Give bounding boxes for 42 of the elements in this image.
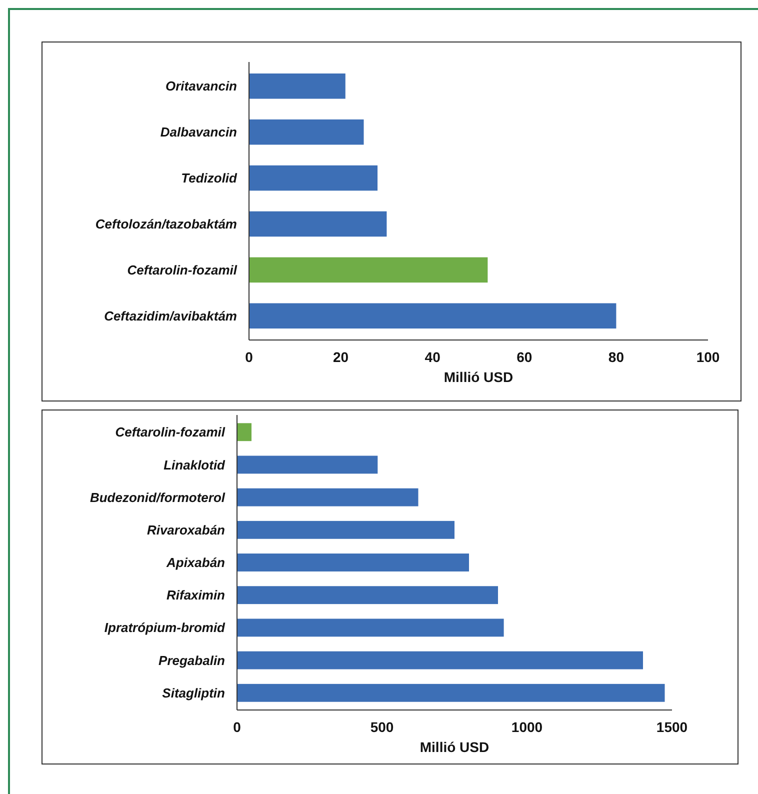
x-tick-label: 20 <box>333 349 349 365</box>
y-tick-label: Ceftarolin-fozamil <box>127 262 238 278</box>
y-tick-label: Budezonid/formoterol <box>90 490 226 505</box>
x-tick-label: 1500 <box>656 719 688 735</box>
bar <box>249 73 346 99</box>
y-tick-label: Rifaximin <box>166 588 226 603</box>
x-tick-label: 80 <box>608 349 624 365</box>
y-tick-label: Dalbavancin <box>160 124 238 140</box>
y-tick-label: Apixabán <box>165 555 226 570</box>
bar <box>249 119 364 145</box>
y-tick-label: Oritavancin <box>165 78 238 94</box>
y-tick-label: Rivaroxabán <box>146 522 226 538</box>
bar <box>237 586 498 604</box>
x-tick-label: 0 <box>245 349 254 365</box>
bar <box>249 165 378 191</box>
x-tick-label: 60 <box>516 349 532 365</box>
bar <box>237 456 378 474</box>
bar <box>237 554 469 572</box>
bar <box>237 423 252 442</box>
bar <box>249 303 616 329</box>
bar <box>237 520 454 539</box>
x-tick-label: 1000 <box>511 719 543 735</box>
y-tick-label: Linaklotid <box>164 457 226 472</box>
bar <box>237 488 418 506</box>
y-tick-label: Sitagliptin <box>162 685 226 700</box>
y-tick-label: Ceftarolin-fozamil <box>115 424 226 440</box>
y-tick-label: Tedizolid <box>181 170 238 186</box>
y-tick-label: Ceftazidim/avibaktám <box>104 308 238 324</box>
y-tick-label: Pregabalin <box>158 652 226 668</box>
y-tick-label: Ceftolozán/tazobaktám <box>95 216 238 232</box>
bar <box>249 211 387 237</box>
bar <box>249 257 488 283</box>
x-tick-label: 500 <box>370 719 394 735</box>
x-axis-title: Millió USD <box>420 739 490 755</box>
bar <box>237 651 643 670</box>
y-tick-label: Ipratrópium-bromid <box>104 620 226 636</box>
x-axis-title: Millió USD <box>444 369 514 385</box>
bar <box>237 684 665 702</box>
bar <box>237 618 504 637</box>
x-tick-label: 0 <box>233 719 242 735</box>
x-tick-label: 40 <box>424 349 441 365</box>
x-tick-label: 100 <box>696 349 720 365</box>
